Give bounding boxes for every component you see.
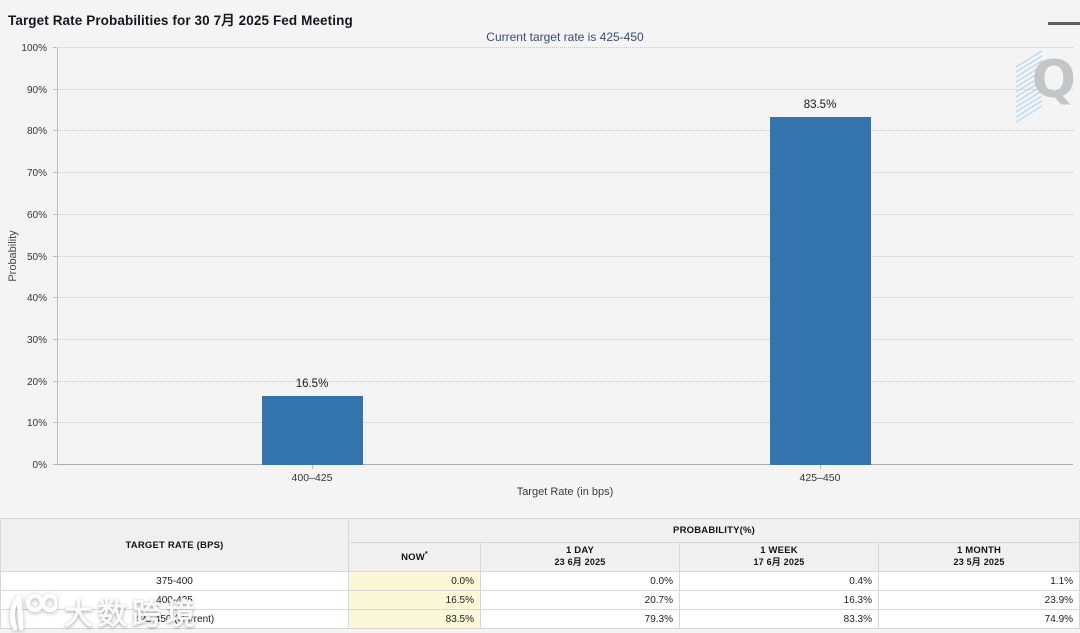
y-tick <box>53 172 57 174</box>
x-tick <box>820 465 821 469</box>
gridline <box>58 464 1073 465</box>
y-tick <box>53 422 57 424</box>
table-body: 375-400 0.0% 0.0% 0.4% 1.1% 400-425 16.5% 20.7%… <box>0 571 1080 629</box>
probability-bar <box>769 116 871 465</box>
y-tick-label: 90% <box>26 84 47 96</box>
y-axis: 0% 10% 20% 30% 40% 50% 60% 70% 80% 90% 100% <box>0 43 57 471</box>
now-probability-cell: 0.0% <box>348 571 481 591</box>
y-tick <box>53 464 57 465</box>
x-category-label: 400–425 <box>291 472 333 484</box>
probability-cell: 20.7% <box>480 590 680 610</box>
y-tick-label: 50% <box>26 251 47 263</box>
y-tick-label: 30% <box>26 334 47 346</box>
target-rate-cell: 400-425 <box>0 590 349 610</box>
target-rate-cell: 375-400 <box>0 571 349 591</box>
now-probability-cell: 16.5% <box>348 590 481 610</box>
probability-cell: 79.3% <box>480 609 680 629</box>
chart-subtitle: Current target rate is 425-450 <box>486 30 644 44</box>
bar-value-label: 83.5% <box>803 98 837 111</box>
y-tick-label: 0% <box>32 460 47 471</box>
gridline <box>58 47 1073 48</box>
y-tick-label: 80% <box>26 126 47 138</box>
gridline <box>58 422 1073 424</box>
probability-cell: 23.9% <box>877 590 1080 610</box>
y-tick-label: 100% <box>21 43 47 54</box>
gridline <box>58 380 1073 382</box>
menu-bar <box>1048 21 1080 25</box>
gridline <box>58 213 1073 215</box>
gridline <box>58 172 1073 174</box>
x-tick <box>312 465 313 469</box>
probability-cell: 0.0% <box>480 571 680 591</box>
y-tick-label: 40% <box>26 293 47 305</box>
y-tick-label: 10% <box>26 418 47 430</box>
table-row: 425-450 (Current) 83.5% 79.3% 83.3% 74.9% <box>0 609 1080 629</box>
probability-cell: 16.3% <box>679 590 879 610</box>
bar-value-label: 16.5% <box>295 378 329 391</box>
y-tick <box>53 88 57 90</box>
probability-cell: 74.9% <box>877 609 1080 629</box>
probability-cell: 0.4% <box>679 571 879 591</box>
probability-cell: 1.1% <box>877 571 1080 591</box>
y-tick-label: 70% <box>26 168 47 180</box>
x-category-label: 425–450 <box>799 472 841 484</box>
column-header-target-rate: TARGET RATE (BPS) <box>0 518 349 572</box>
plot-area: 16.5% 400–425 83.5% 425–450 <box>57 47 1073 484</box>
gridline <box>58 297 1073 299</box>
now-probability-cell: 83.5% <box>348 609 481 629</box>
y-tick-label: 20% <box>26 376 47 388</box>
hamburger-menu-icon[interactable] <box>1048 11 1080 27</box>
column-header-1-month: 1 MONTH 23 5月 2025 <box>877 542 1080 572</box>
y-tick-label: 60% <box>26 209 47 221</box>
page-title: Target Rate Probabilities for 30 7月 2025… <box>8 13 353 28</box>
y-tick <box>53 47 57 48</box>
x-axis-title: Target Rate (in bps) <box>516 486 614 498</box>
column-group-header-probability: PROBABILITY(%) <box>347 518 1080 543</box>
target-rate-cell: 425-450 (Current) <box>0 609 349 629</box>
column-header-now: NOW* <box>348 542 481 572</box>
column-header-1-week: 1 WEEK 17 6月 2025 <box>679 542 879 572</box>
y-tick <box>53 213 57 215</box>
y-tick <box>53 297 57 299</box>
y-tick <box>53 130 57 132</box>
sub-header-row: NOW* 1 DAY 23 6月 2025 1 WEEK 17 6月 2025 1 MON… <box>1 542 1080 572</box>
probability-table: TARGET RATE (BPS) PROBABILITY(%) NOW* 1 D… <box>0 518 1080 629</box>
probability-cell: 83.3% <box>679 609 879 629</box>
gridline <box>58 130 1073 132</box>
gridline <box>58 255 1073 257</box>
column-header-1-day: 1 DAY 23 6月 2025 <box>480 542 680 572</box>
probability-bar <box>261 396 363 465</box>
table-row: 400-425 16.5% 20.7% 16.3% 23.9% <box>0 590 1080 610</box>
gridline <box>58 338 1073 340</box>
y-tick <box>53 380 57 382</box>
y-tick <box>53 338 57 340</box>
y-tick <box>53 255 57 257</box>
gridline <box>58 88 1073 90</box>
table-row: 375-400 0.0% 0.0% 0.4% 1.1% <box>0 571 1080 591</box>
